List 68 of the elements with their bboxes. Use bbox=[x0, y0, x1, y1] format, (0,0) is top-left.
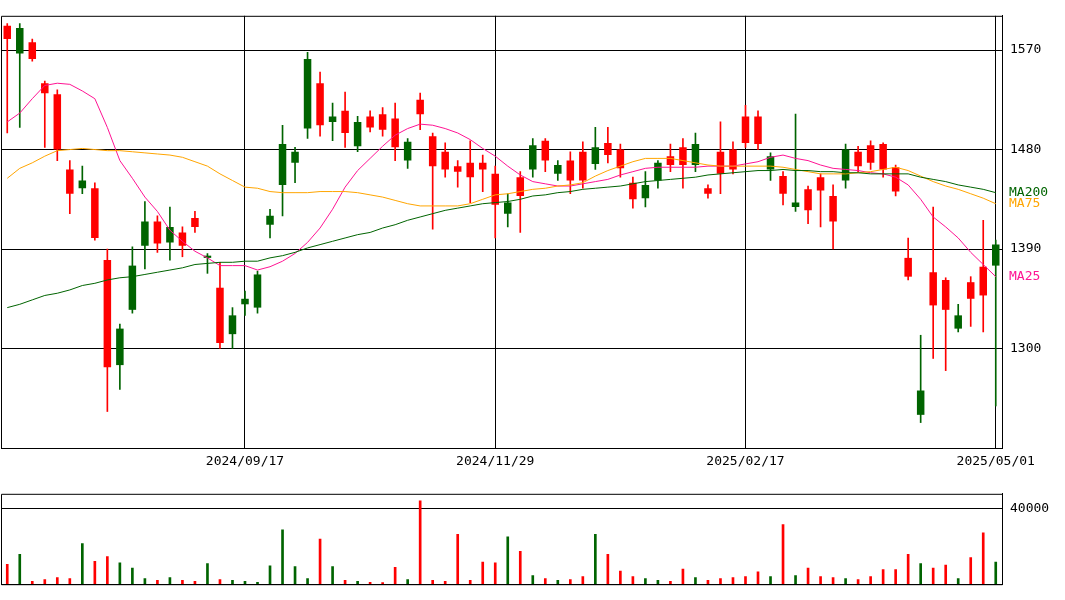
bar bbox=[306, 578, 309, 585]
bar bbox=[794, 575, 797, 585]
candlestick bbox=[241, 290, 249, 316]
bar bbox=[844, 578, 847, 585]
bar bbox=[594, 534, 597, 585]
candlestick bbox=[466, 140, 474, 203]
bar bbox=[994, 561, 998, 585]
bar bbox=[55, 577, 59, 585]
y-tick-label: 1300 bbox=[1010, 339, 1042, 355]
bar bbox=[406, 579, 409, 585]
bar bbox=[744, 576, 747, 585]
bar bbox=[956, 578, 960, 585]
bar bbox=[356, 581, 359, 585]
bar bbox=[919, 563, 922, 585]
y-tick-label: 1570 bbox=[1010, 41, 1042, 57]
bar bbox=[481, 561, 485, 585]
bar bbox=[931, 567, 935, 585]
bar bbox=[518, 550, 522, 585]
x-tick-label: 2024/11/29 bbox=[456, 453, 535, 469]
bar bbox=[431, 580, 435, 585]
bar bbox=[819, 576, 822, 585]
bar bbox=[256, 581, 259, 585]
bar bbox=[18, 554, 22, 585]
bar bbox=[894, 569, 897, 585]
bar bbox=[869, 576, 872, 585]
bar bbox=[619, 570, 622, 585]
bar bbox=[506, 536, 510, 585]
bar bbox=[969, 557, 973, 585]
candlestick bbox=[16, 23, 24, 128]
bar bbox=[556, 580, 560, 585]
bar bbox=[669, 581, 672, 585]
bar bbox=[331, 566, 334, 585]
bar bbox=[131, 567, 134, 585]
bar bbox=[468, 580, 472, 585]
candlestick bbox=[929, 206, 937, 359]
bar bbox=[5, 563, 9, 585]
bar bbox=[981, 532, 985, 585]
bar bbox=[644, 578, 647, 585]
bar bbox=[68, 578, 72, 585]
bar bbox=[81, 543, 84, 585]
candlestick bbox=[453, 160, 462, 188]
bar bbox=[443, 581, 447, 585]
series-label: MA25 bbox=[1009, 268, 1041, 284]
y-tick-label: 1390 bbox=[1010, 240, 1042, 256]
bar bbox=[694, 577, 697, 585]
bar bbox=[719, 578, 722, 585]
bar bbox=[568, 579, 572, 585]
bar bbox=[43, 579, 47, 585]
bar bbox=[156, 580, 159, 585]
series-label: MA75 bbox=[1009, 195, 1041, 211]
bar bbox=[30, 581, 34, 585]
bar bbox=[493, 562, 497, 585]
bar bbox=[206, 563, 209, 585]
y-tick-label: 1480 bbox=[1010, 140, 1042, 156]
bar bbox=[456, 534, 460, 585]
x-tick-label: 2024/09/17 bbox=[205, 453, 285, 469]
y-tick-label: 40000 bbox=[1010, 499, 1050, 515]
bar bbox=[543, 578, 547, 585]
bar bbox=[181, 580, 184, 585]
bar bbox=[106, 556, 109, 585]
bar bbox=[769, 576, 772, 585]
bar bbox=[531, 575, 535, 585]
candlestick bbox=[3, 23, 12, 134]
bar bbox=[231, 580, 234, 585]
x-tick-label: 2025/02/17 bbox=[706, 453, 785, 469]
bar bbox=[281, 529, 284, 585]
x-tick-label: 2025/05/01 bbox=[956, 453, 1035, 469]
bar bbox=[944, 564, 948, 585]
